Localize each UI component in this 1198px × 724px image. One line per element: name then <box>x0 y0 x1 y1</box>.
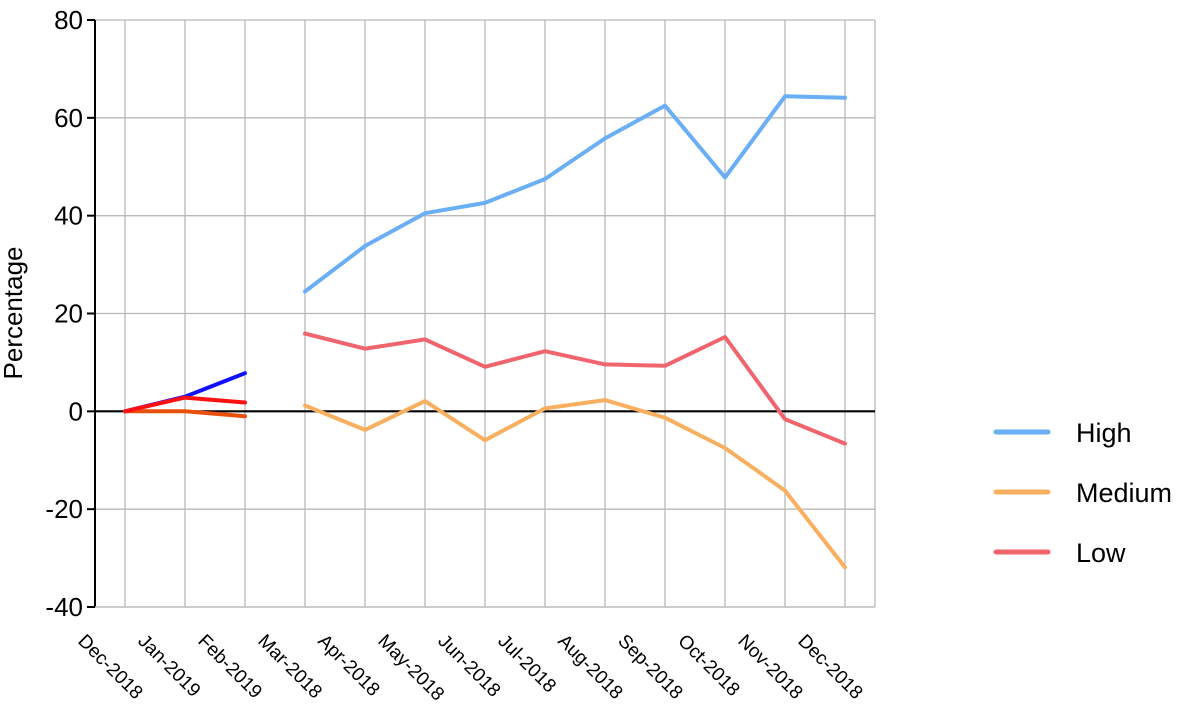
grid-lines <box>95 19 876 608</box>
y-tick-label: 40 <box>54 201 83 231</box>
series-line-low <box>303 331 847 446</box>
series-line-high <box>303 94 847 294</box>
x-tick-label: Dec-2018 <box>793 631 866 704</box>
x-tick-label: Dec-2018 <box>73 631 146 704</box>
x-tick-label: Mar-2018 <box>253 631 325 703</box>
legend-label-low: Low <box>1076 538 1126 568</box>
x-tick-labels: Dec-2018Jan-2019Feb-2019Mar-2018Apr-2018… <box>73 631 866 706</box>
legend-label-medium: Medium <box>1076 478 1172 508</box>
x-tick-label: Feb-2019 <box>193 631 265 703</box>
y-axis-label: Percentage <box>0 247 28 380</box>
y-tick-label: 80 <box>54 5 83 35</box>
x-tick-label: Sep-2018 <box>613 631 686 704</box>
legend: High Medium Low <box>993 418 1172 568</box>
y-tick-label: 60 <box>54 103 83 133</box>
secondary-series-line-1 <box>123 409 247 419</box>
y-tick-label: 0 <box>69 396 83 426</box>
y-tick-labels: -40 -20 0 20 40 60 80 <box>45 5 83 622</box>
y-tick-label: 20 <box>54 299 83 329</box>
series-line-medium <box>303 398 847 570</box>
y-tick-label: -20 <box>45 494 83 524</box>
x-tick-label: Nov-2018 <box>733 631 806 704</box>
series-lines <box>123 94 847 570</box>
legend-label-high: High <box>1076 418 1132 448</box>
x-tick-label: Apr-2018 <box>313 631 383 701</box>
y-tick-label: -40 <box>45 592 83 622</box>
x-tick-label: Aug-2018 <box>553 631 626 704</box>
axes <box>87 19 875 608</box>
secondary-series-line-2 <box>123 395 247 414</box>
